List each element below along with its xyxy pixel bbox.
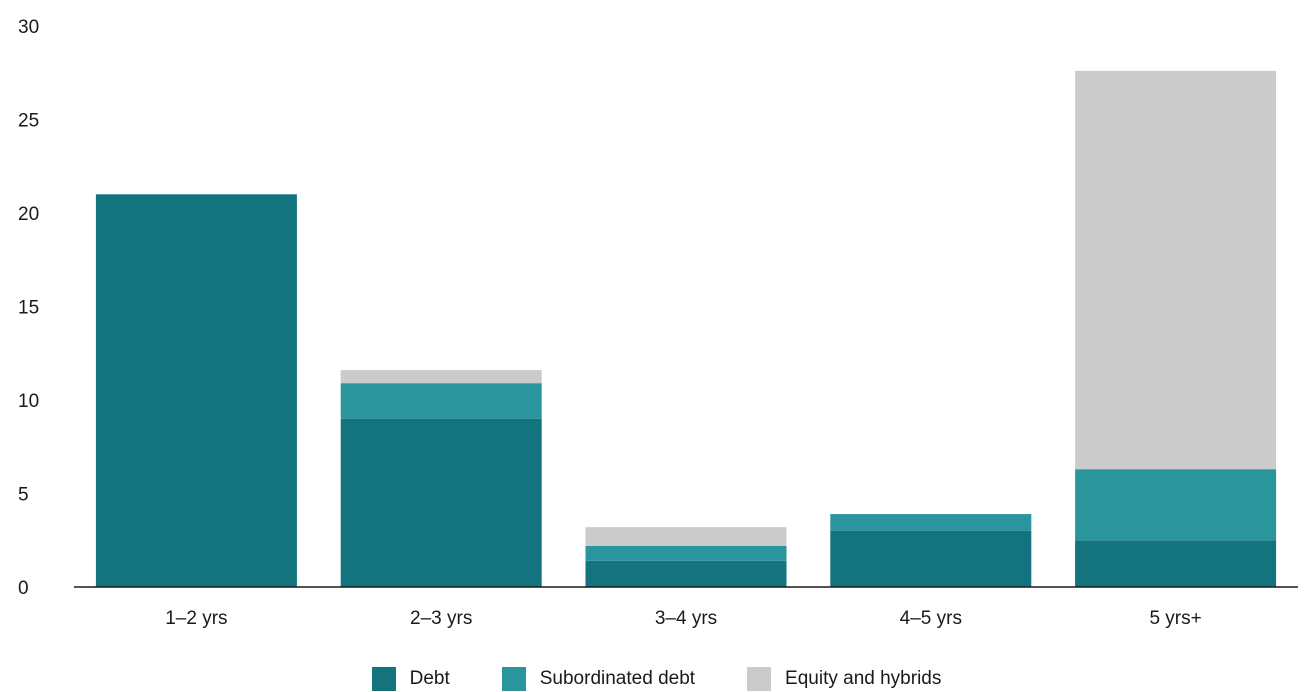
x-tick-label: 4–5 yrs: [900, 608, 962, 629]
legend-label: Subordinated debt: [539, 668, 696, 689]
bar-segment-subordinated-debt: [1075, 469, 1277, 541]
legend-item: Equity and hybrids: [747, 667, 941, 691]
y-axis: 0 5 10 15 20 25 30: [18, 17, 39, 599]
bar-segment-equity-and-hybrids: [585, 527, 787, 546]
legend-swatch: [747, 667, 772, 691]
legend-swatch: [371, 667, 396, 691]
legend-item: Debt: [371, 667, 450, 691]
legend-swatch: [501, 667, 526, 691]
legend-label: Equity and hybrids: [785, 668, 942, 689]
bar-segment-equity-and-hybrids: [1075, 70, 1277, 470]
bar-segment-debt: [585, 560, 787, 587]
bar-segment-subordinated-debt: [585, 545, 787, 561]
x-tick-label: 2–3 yrs: [410, 608, 472, 629]
y-tick-label: 20: [18, 204, 39, 225]
bar-segment-subordinated-debt: [830, 514, 1032, 531]
legend-label: Debt: [409, 668, 450, 689]
bar-segment-debt: [95, 194, 297, 588]
bar-segment-debt: [830, 530, 1032, 587]
y-tick-label: 0: [18, 578, 29, 599]
legend-item: Subordinated debt: [501, 667, 696, 691]
legend: Debt Subordinated debt Equity and hybrids: [0, 666, 1313, 692]
y-tick-label: 30: [18, 17, 39, 38]
bar-segment-debt: [1075, 540, 1277, 587]
y-tick-label: 5: [18, 485, 29, 506]
y-tick-label: 10: [18, 391, 39, 412]
stacked-bar-chart: 0 5 10 15 20 25 30 1–2 yrs 2–3 yrs 3–4 yrs 4–5 yr…: [18, 17, 1298, 629]
x-tick-label: 1–2 yrs: [165, 608, 227, 629]
x-axis: 1–2 yrs 2–3 yrs 3–4 yrs 4–5 yrs 5 yrs+: [165, 608, 1201, 629]
bar-segment-subordinated-debt: [340, 383, 542, 419]
x-tick-label: 5 yrs+: [1149, 608, 1201, 629]
y-tick-label: 25: [18, 111, 39, 132]
bars: [95, 70, 1277, 588]
x-tick-label: 3–4 yrs: [655, 608, 717, 629]
y-tick-label: 15: [18, 298, 39, 319]
bar-segment-equity-and-hybrids: [340, 370, 542, 384]
bar-segment-debt: [340, 418, 542, 587]
